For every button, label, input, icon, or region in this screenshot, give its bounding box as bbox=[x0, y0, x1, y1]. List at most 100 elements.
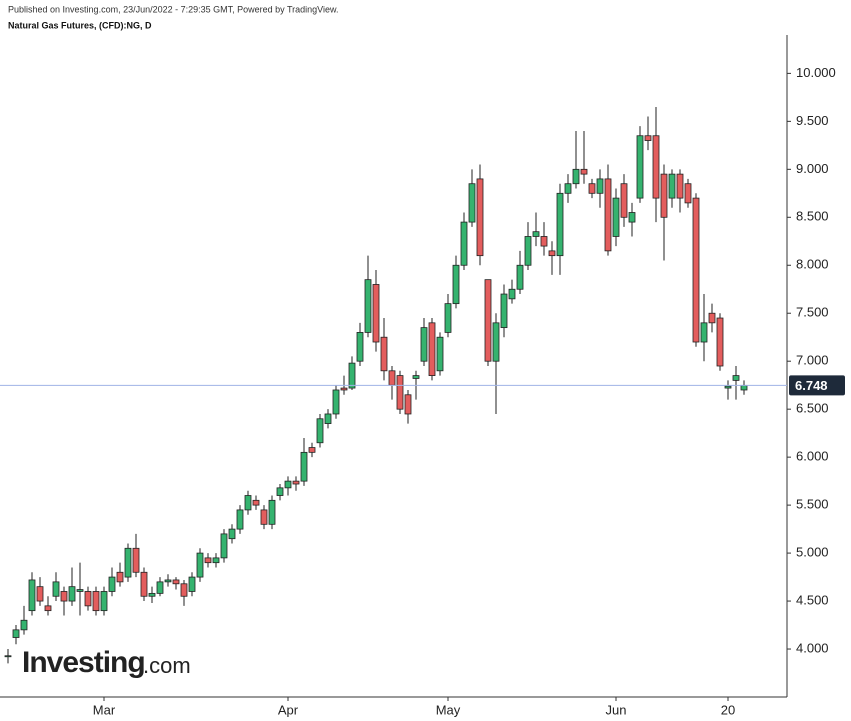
candle-body bbox=[468, 183, 476, 223]
y-tick-label: 9.000 bbox=[796, 161, 829, 176]
candle-body bbox=[460, 221, 468, 266]
candle-body bbox=[308, 447, 316, 453]
candle-body bbox=[444, 303, 452, 333]
candle-body bbox=[236, 509, 244, 530]
plot-area bbox=[4, 106, 748, 664]
y-tick-label: 8.500 bbox=[796, 209, 829, 224]
last-price-box bbox=[789, 375, 845, 396]
candle-body bbox=[532, 231, 540, 237]
y-tick-label: 6.000 bbox=[796, 449, 829, 464]
candle-body bbox=[508, 288, 516, 300]
candle-body bbox=[572, 168, 580, 185]
candle-body bbox=[380, 336, 388, 372]
candle-body bbox=[500, 293, 508, 329]
candle-body bbox=[396, 375, 404, 410]
candle-body bbox=[292, 480, 300, 485]
published-note: Published on Investing.com, 23/Jun/2022 … bbox=[8, 4, 339, 14]
candle-body bbox=[676, 173, 684, 199]
candle-body bbox=[644, 135, 652, 141]
candle-body bbox=[604, 178, 612, 252]
candle-body bbox=[44, 605, 52, 612]
candle-body bbox=[260, 509, 268, 525]
candle-body bbox=[52, 581, 60, 597]
candle-body bbox=[596, 178, 604, 194]
candle-body bbox=[708, 312, 716, 324]
candle-body bbox=[700, 322, 708, 343]
candle-body bbox=[28, 579, 36, 612]
candle-body bbox=[124, 547, 132, 578]
candle-body bbox=[140, 571, 148, 597]
candle-body bbox=[92, 591, 100, 612]
y-tick-label: 4.500 bbox=[796, 592, 829, 607]
candle-body bbox=[268, 499, 276, 525]
candle-body bbox=[404, 394, 412, 415]
candle-body bbox=[420, 327, 428, 362]
candle-body bbox=[276, 487, 284, 496]
y-tick-label: 7.000 bbox=[796, 353, 829, 368]
y-tick-label: 7.500 bbox=[796, 305, 829, 320]
candle-body bbox=[132, 547, 140, 573]
candle-body bbox=[4, 655, 12, 658]
logo-suffix: .com bbox=[143, 653, 191, 678]
candle-body bbox=[300, 451, 308, 482]
candle-body bbox=[348, 362, 356, 389]
candle-body bbox=[204, 557, 212, 564]
candle-body bbox=[116, 571, 124, 583]
candle-body bbox=[220, 533, 228, 559]
y-tick-label: 10.000 bbox=[796, 65, 836, 80]
x-tick-label: 20 bbox=[721, 702, 735, 717]
candle-body bbox=[324, 413, 332, 424]
y-tick-label: 5.000 bbox=[796, 545, 829, 560]
candle-body bbox=[196, 552, 204, 578]
last-price-label: 6.748 bbox=[795, 378, 828, 393]
y-tick-label: 5.500 bbox=[796, 497, 829, 512]
candle-body bbox=[284, 480, 292, 489]
candle-body bbox=[188, 576, 196, 592]
candle-body bbox=[172, 579, 180, 585]
x-tick-label: Apr bbox=[278, 702, 299, 717]
candle-body bbox=[76, 589, 84, 592]
x-tick-label: May bbox=[436, 702, 461, 717]
candle-body bbox=[588, 183, 596, 194]
candle-body bbox=[692, 197, 700, 343]
candle-body bbox=[108, 576, 116, 592]
candle-body bbox=[364, 279, 372, 333]
candle-body bbox=[388, 370, 396, 386]
candle-body bbox=[524, 236, 532, 266]
candle-body bbox=[452, 264, 460, 305]
candle-body bbox=[724, 385, 732, 389]
candle-body bbox=[252, 499, 260, 506]
candle-body bbox=[492, 322, 500, 362]
candle-body bbox=[684, 183, 692, 204]
candle-body bbox=[164, 579, 172, 583]
candle-body bbox=[412, 375, 420, 379]
candle-body bbox=[628, 212, 636, 223]
logo-brand: Investing bbox=[22, 646, 145, 679]
candle-body bbox=[340, 387, 348, 391]
candle-body bbox=[540, 236, 548, 247]
candle-body bbox=[84, 591, 92, 607]
candle-body bbox=[484, 279, 492, 362]
candle-body bbox=[148, 592, 156, 597]
candle-body bbox=[660, 173, 668, 218]
candle-body bbox=[732, 375, 740, 381]
candle-body bbox=[68, 586, 76, 602]
x-tick-label: Jun bbox=[606, 702, 627, 717]
candle-body bbox=[36, 586, 44, 602]
candle-body bbox=[548, 250, 556, 257]
candle-body bbox=[740, 384, 748, 391]
candle-body bbox=[20, 619, 28, 631]
symbol-title: Natural Gas Futures, (CFD):NG, D bbox=[8, 20, 152, 30]
candle-body bbox=[228, 528, 236, 540]
candle-body bbox=[60, 591, 68, 602]
y-tick-label: 8.000 bbox=[796, 257, 829, 272]
y-tick-label: 9.500 bbox=[796, 113, 829, 128]
candle-body bbox=[12, 629, 20, 638]
x-tick-label: Mar bbox=[93, 702, 116, 717]
candle-body bbox=[428, 322, 436, 376]
candle-body bbox=[620, 183, 628, 218]
candle-body bbox=[516, 264, 524, 290]
candle-body bbox=[668, 173, 676, 199]
candle-body bbox=[212, 557, 220, 564]
